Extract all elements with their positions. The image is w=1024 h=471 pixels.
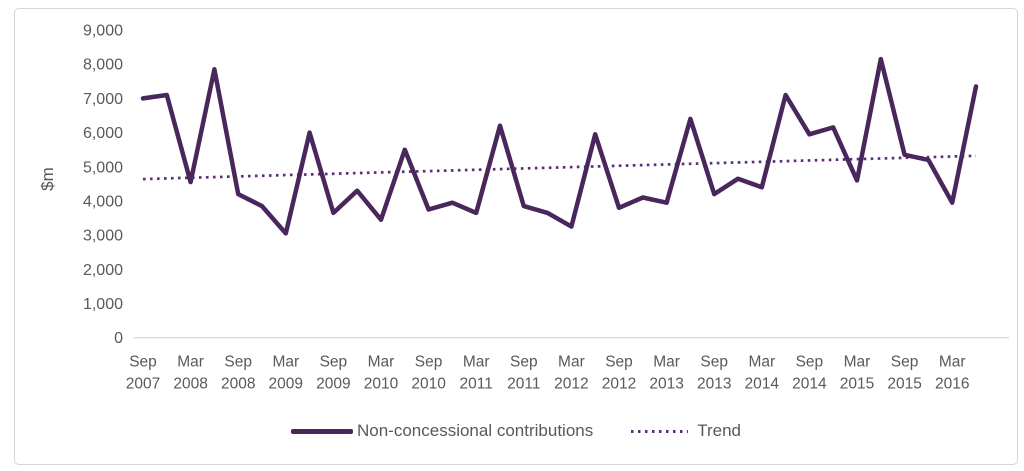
x-tick-label-year: 2013: [697, 376, 731, 393]
x-tick-label-month: Mar: [653, 354, 680, 371]
trend-line: [142, 154, 977, 181]
x-tick-label-month: Mar: [748, 354, 775, 371]
y-tick-label: 6,000: [83, 125, 123, 142]
x-tick-label-month: Sep: [605, 354, 633, 371]
legend-item-trend: Trend: [631, 421, 741, 441]
legend-dotted-line-swatch: [631, 429, 689, 433]
x-tick-label-year: 2014: [792, 376, 827, 393]
y-tick-label: 2,000: [83, 262, 123, 279]
x-tick-label-month: Mar: [177, 354, 204, 371]
x-tick-label-year: 2015: [840, 376, 874, 393]
contributions-chart: 0 1,000 2,000 3,000 4,000 5,000 6,000 7,000 8,00…: [38, 23, 1009, 393]
legend-label-contributions: Non-concessional contributions: [356, 421, 594, 440]
x-tick-label-year: 2014: [745, 376, 780, 393]
x-tick-label-year: 2007: [126, 376, 160, 393]
y-tick-label: 3,000: [83, 228, 123, 245]
x-tick-label-year: 2011: [460, 376, 493, 393]
x-tick-label-year: 2015: [887, 376, 921, 393]
legend-item-contributions: Non-concessional contributions: [290, 421, 594, 441]
x-tick-label-year: 2010: [411, 376, 446, 393]
x-tick-label-month: Sep: [415, 354, 443, 371]
x-tick-label-month: Sep: [796, 354, 824, 371]
x-tick-label-month: Mar: [939, 354, 966, 371]
x-tick-label-month: Mar: [463, 354, 490, 371]
x-tick-label-year: 2008: [173, 376, 207, 393]
x-tick-label-month: Sep: [320, 354, 348, 371]
y-tick-label: 8,000: [83, 57, 123, 74]
x-tick-label-month: Sep: [891, 354, 919, 371]
x-tick-label-year: 2011: [507, 376, 540, 393]
x-tick-label-month: Mar: [272, 354, 299, 371]
x-tick-label-month: Sep: [510, 354, 538, 371]
x-tick-label-year: 2016: [935, 376, 969, 393]
y-axis-title: $m: [38, 167, 57, 191]
y-tick-label: 1,000: [83, 296, 123, 313]
x-tick-label-month: Mar: [368, 354, 395, 371]
legend-solid-line-swatch: [290, 428, 353, 434]
x-tick-label-year: 2012: [554, 376, 588, 393]
x-tick-label-year: 2009: [316, 376, 350, 393]
contributions-line: [140, 56, 979, 236]
chart-card: 0 1,000 2,000 3,000 4,000 5,000 6,000 7,000 8,00…: [14, 8, 1018, 465]
y-tick-label: 5,000: [83, 159, 123, 176]
x-tick-label-year: 2010: [364, 376, 399, 393]
y-tick-label: 0: [114, 330, 123, 347]
y-tick-label: 4,000: [83, 193, 123, 210]
x-tick-label-year: 2008: [221, 376, 255, 393]
chart-legend: Non-concessional contributions Trend: [15, 421, 1017, 441]
x-tick-label-month: Sep: [129, 354, 157, 371]
x-tick-label-year: 2012: [602, 376, 636, 393]
y-tick-label: 7,000: [83, 91, 123, 108]
x-tick-label-month: Mar: [558, 354, 585, 371]
x-tick-label-month: Sep: [700, 354, 728, 371]
legend-label-trend: Trend: [697, 421, 742, 440]
x-tick-label-month: Sep: [224, 354, 252, 371]
x-tick-label-year: 2009: [269, 376, 303, 393]
y-tick-label: 9,000: [83, 23, 123, 40]
x-tick-label-year: 2013: [649, 376, 683, 393]
x-tick-label-month: Mar: [844, 354, 871, 371]
